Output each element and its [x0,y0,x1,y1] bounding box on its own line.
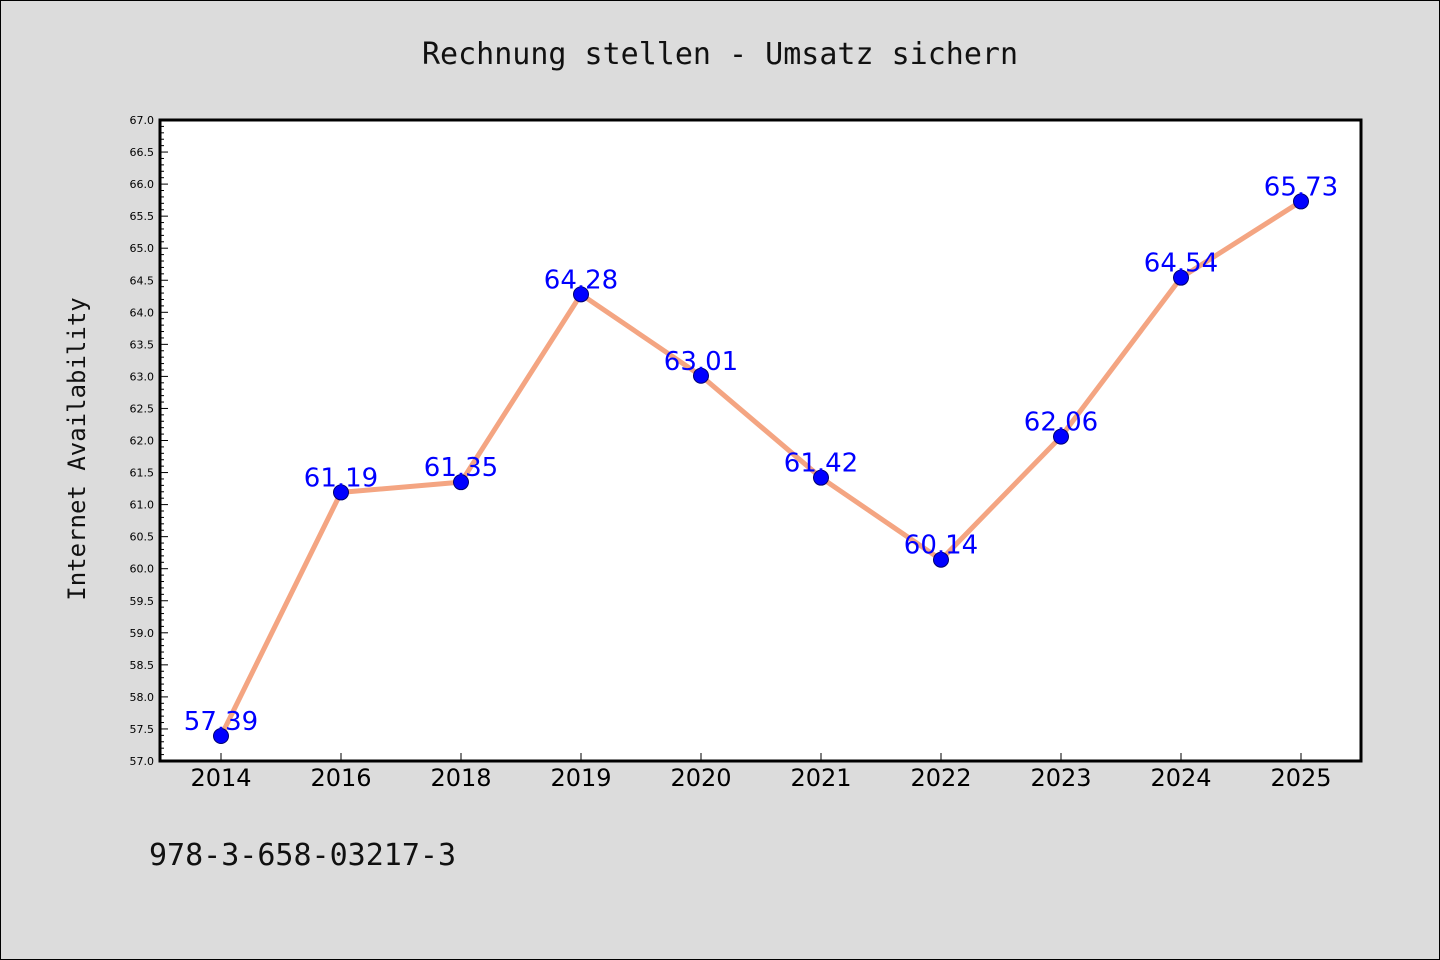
data-label: 64.28 [544,265,618,295]
data-point [453,474,469,491]
y-tick-label: 57.5 [130,723,155,736]
y-tick-label: 61.5 [130,467,155,480]
data-label: 65.73 [1264,172,1338,202]
data-point [1173,269,1189,286]
y-axis-label: Internet Availability [63,297,91,600]
data-point [1053,428,1069,445]
data-point [1293,193,1309,210]
data-point [213,728,229,745]
data-label: 64.54 [1144,249,1218,279]
y-tick-label: 64.0 [130,306,155,319]
data-point [333,484,349,501]
y-tick-label: 60.5 [130,531,155,544]
x-tick-label: 2018 [430,764,491,792]
y-tick-label: 60.0 [130,563,155,576]
data-point [573,286,589,303]
y-tick-label: 66.0 [130,178,155,191]
y-tick-label: 63.0 [130,370,155,383]
x-tick-label: 2014 [190,764,251,792]
y-tick-label: 59.5 [130,595,155,608]
y-tick-label: 57.0 [130,755,155,768]
x-tick-label: 2024 [1150,764,1211,792]
data-point [813,469,829,486]
data-label-layer: 57.39 61.19 61.35 64.28 63.01 61.42 60.14 62.06… [184,172,1338,737]
x-axis-ticks: 2014 2016 2018 2019 2020 2021 2022 2023 2024 2025 [190,753,1332,792]
y-tick-label: 58.5 [130,659,155,672]
x-tick-label: 2019 [550,764,611,792]
chart-title: Rechnung stellen - Umsatz sichern [422,37,1018,72]
x-tick-label: 2023 [1030,764,1091,792]
x-tick-label: 2022 [910,764,971,792]
plot-frame [158,118,1363,763]
y-tick-label: 59.0 [130,627,155,640]
y-tick-label: 65.5 [130,210,155,223]
y-tick-label: 66.5 [130,146,155,159]
data-label: 61.35 [424,453,498,483]
x-tick-label: 2021 [790,764,851,792]
data-label: 60.14 [904,531,978,561]
data-label: 57.39 [184,707,258,737]
y-tick-label: 63.5 [130,338,155,351]
data-label: 61.19 [304,463,378,493]
data-label: 62.06 [1024,408,1098,438]
y-tick-label: 67.0 [130,114,155,127]
x-tick-label: 2025 [1270,764,1331,792]
series-layer [213,193,1309,745]
data-point [933,551,949,568]
y-tick-label: 64.5 [130,274,155,287]
y-tick-label: 58.0 [130,691,155,704]
data-label: 63.01 [664,347,738,377]
y-axis-ticks: 57.0 57.5 58.0 58.5 59.0 59.5 60.0 60.5 61.0 61.5… [130,114,168,768]
data-label: 61.42 [784,449,858,479]
isbn-footnote: 978-3-658-03217-3 [149,838,456,873]
y-tick-label: 62.5 [130,402,155,415]
series-line [218,198,1304,739]
y-tick-label: 62.0 [130,435,155,448]
y-tick-label: 65.0 [130,242,155,255]
plot-area [160,120,1361,761]
x-tick-label: 2016 [310,764,371,792]
y-tick-label: 61.0 [130,499,155,512]
data-point [693,367,709,384]
x-tick-label: 2020 [670,764,731,792]
